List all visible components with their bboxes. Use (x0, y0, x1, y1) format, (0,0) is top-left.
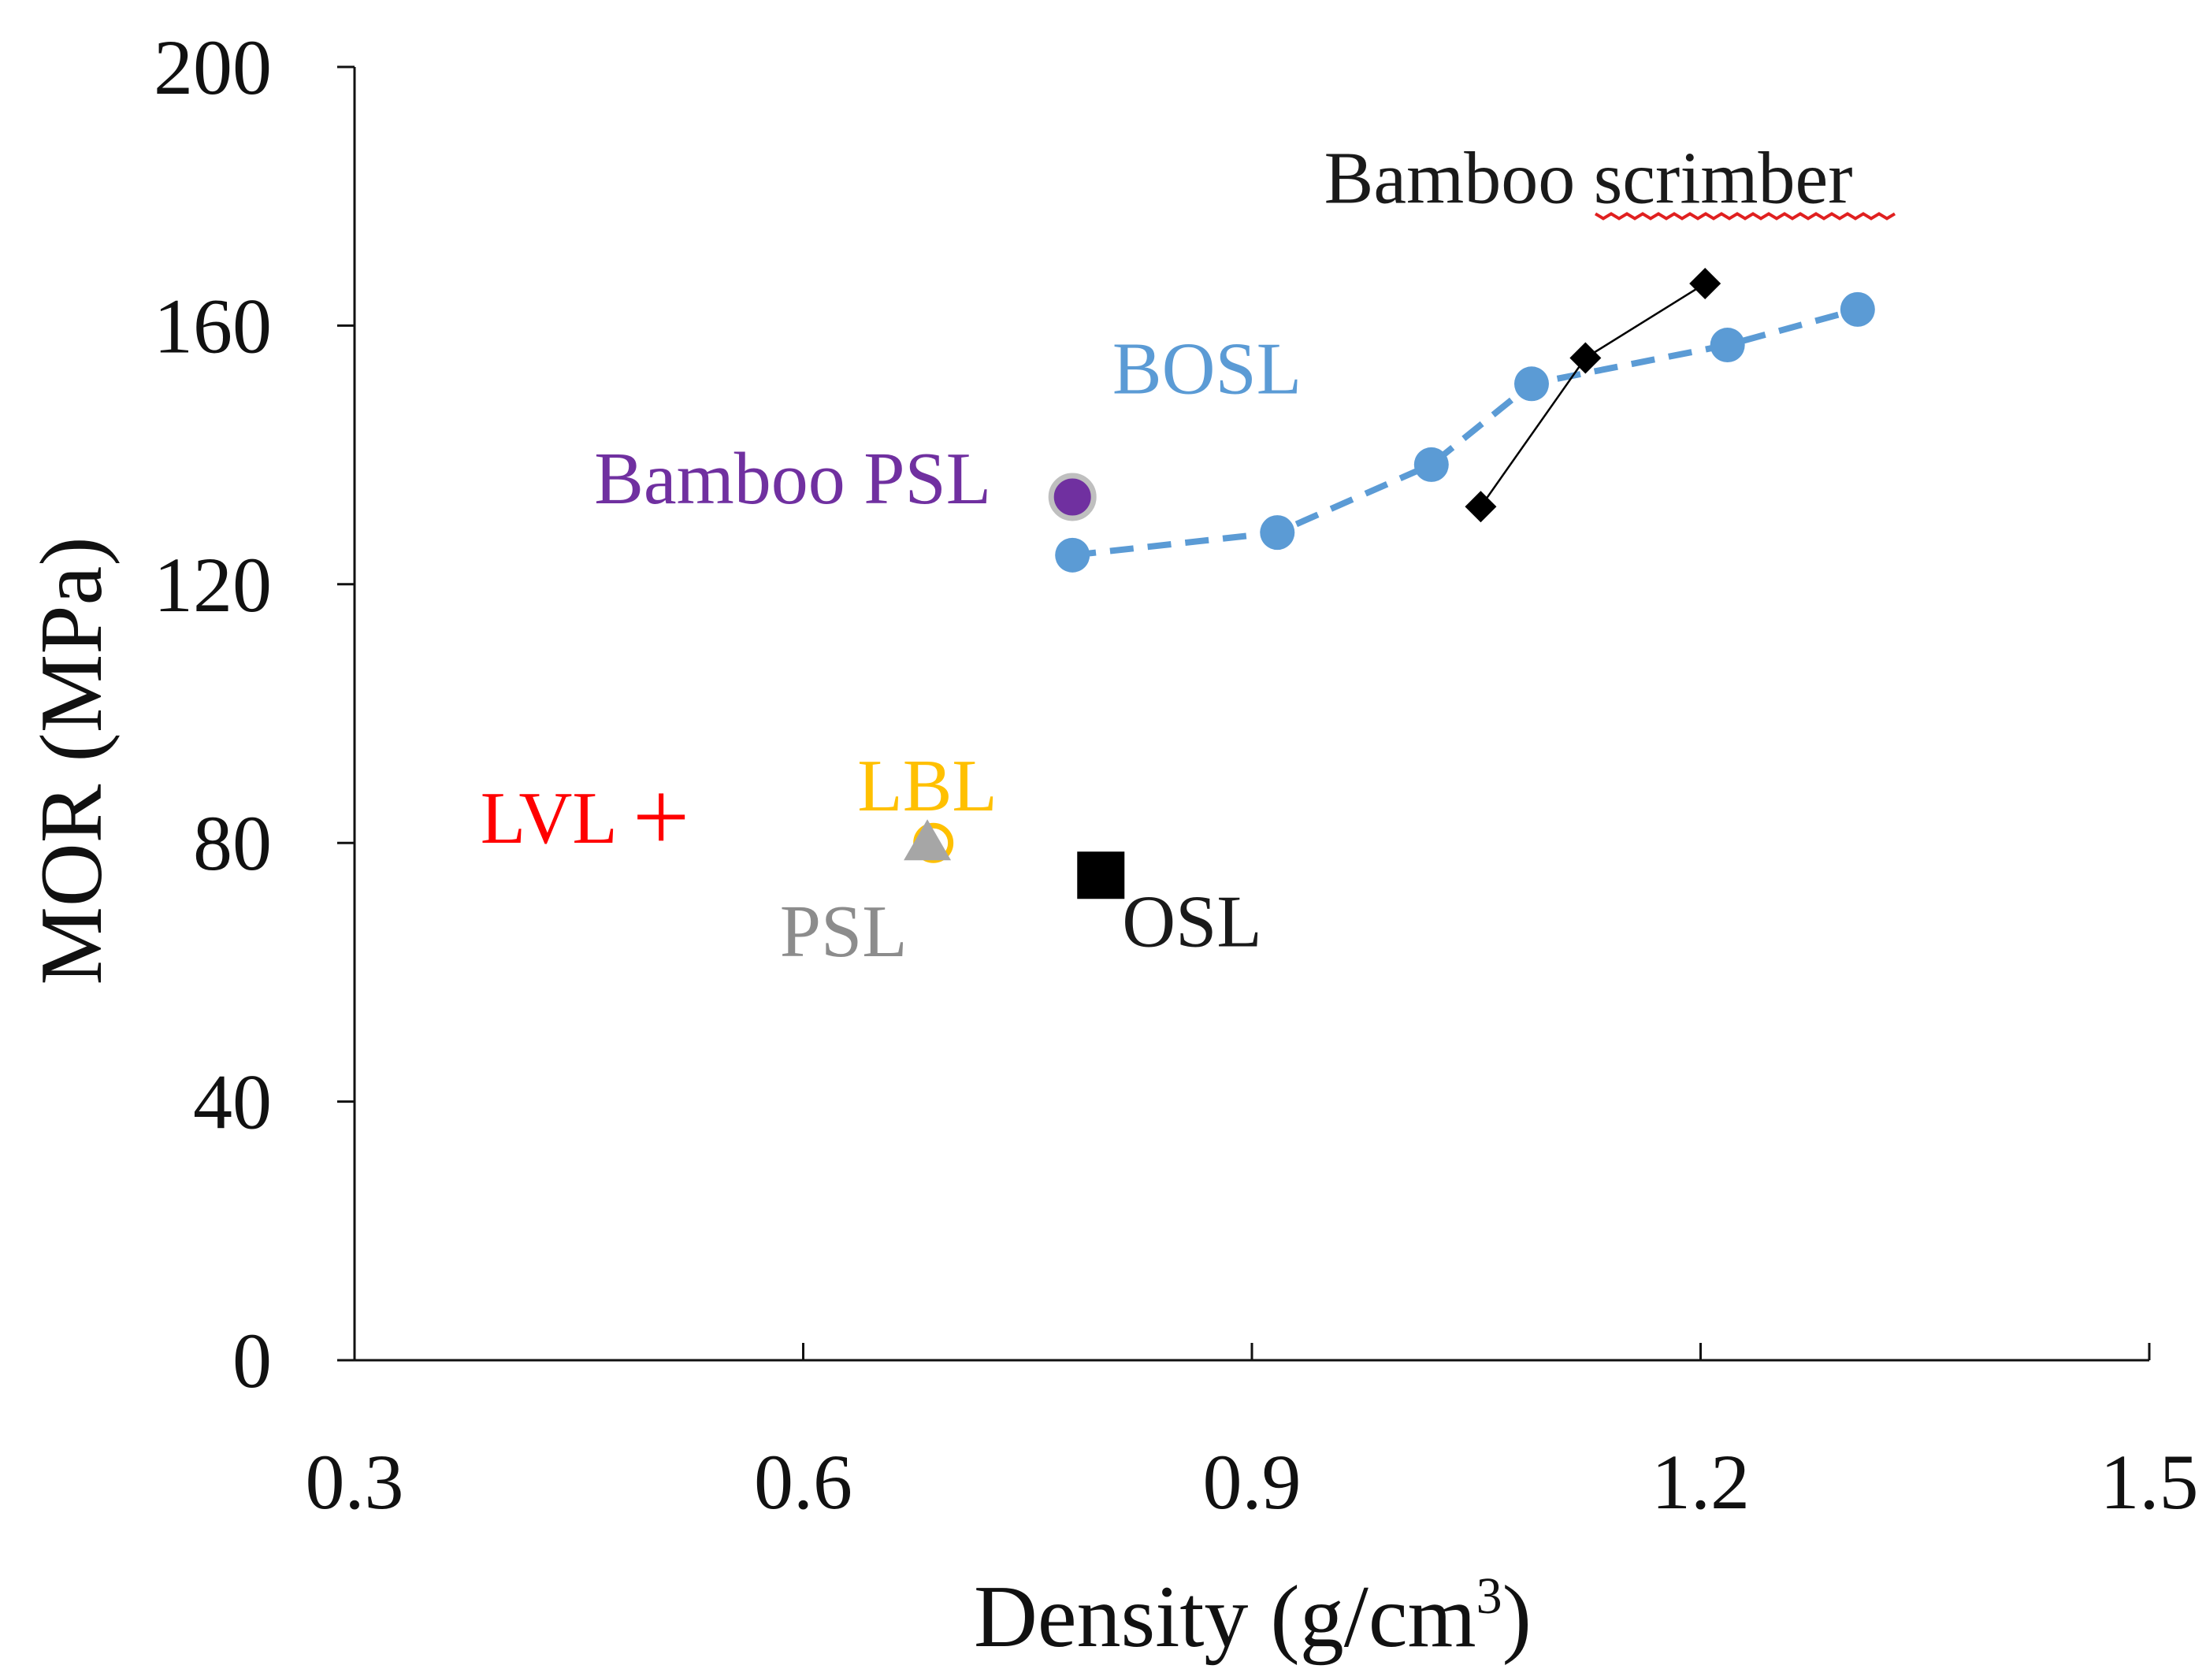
y-tick-label-200: 200 (154, 24, 272, 111)
marker-bosl-6 (1840, 291, 1875, 327)
y-tick-label-160: 160 (154, 282, 272, 369)
series-line-bamboo-scrimber (1480, 282, 1706, 507)
marker-bosl-3 (1413, 447, 1449, 482)
label-bosl: BOSL (1112, 328, 1302, 410)
marker-bamboo-scrimber-1 (1465, 491, 1497, 523)
x-tick-label-0-9: 0.9 (1203, 1438, 1302, 1526)
label-bamboo-psl: Bamboo PSL (594, 438, 991, 520)
label-osl: OSL (1122, 881, 1262, 963)
marker-bosl-2 (1260, 515, 1295, 551)
x-tick-label-0-6: 0.6 (754, 1438, 852, 1526)
marker-bosl-5 (1710, 328, 1745, 363)
y-tick-label-120: 120 (154, 541, 272, 629)
label-lvl: LVL (481, 777, 618, 859)
marker-bamboo-psl-1 (1048, 473, 1097, 521)
marker-bamboo-scrimber-3 (1689, 268, 1721, 300)
spellcheck-underline (1594, 212, 1896, 221)
y-axis-title: MOR (MPa) (23, 536, 121, 985)
y-tick-label-0: 0 (232, 1317, 272, 1404)
x-tick-label-1-2: 1.2 (1651, 1438, 1750, 1526)
markers (637, 268, 1875, 899)
x-axis-title-main: Density (g/cm (974, 1568, 1476, 1666)
y-tick-label-80: 80 (193, 799, 272, 887)
x-axis-title: Density (g/cm3) (974, 1567, 1532, 1666)
x-axis-title-close: ) (1502, 1568, 1532, 1666)
marker-bosl-4 (1513, 366, 1549, 402)
series-lines (1071, 282, 1859, 558)
marker-bamboo-scrimber-2 (1569, 342, 1602, 374)
y-tick-label-40: 40 (193, 1059, 272, 1146)
marker-bosl-1 (1055, 537, 1090, 573)
annotations: Bamboo scrimber BOSL Bamboo PSL LBL LVL PSL OS… (481, 137, 1896, 973)
x-axis-title-superscript: 3 (1476, 1567, 1502, 1625)
axes: 0 40 80 120 160 200 0.3 0.6 0.9 1.2 1.5 MOR (MPa) De… (23, 24, 2199, 1666)
series-line-bosl (1071, 306, 1859, 558)
label-psl: PSL (780, 891, 908, 973)
marker-psl-1 (904, 819, 952, 861)
x-tick-label-0-3: 0.3 (306, 1438, 404, 1526)
marker-lvl-1 (637, 793, 685, 841)
marker-osl-1 (1077, 851, 1125, 899)
x-tick-label-1-5: 1.5 (2100, 1438, 2199, 1526)
label-lbl: LBL (857, 745, 997, 827)
label-bamboo-scrimber: Bamboo scrimber (1324, 137, 1853, 219)
